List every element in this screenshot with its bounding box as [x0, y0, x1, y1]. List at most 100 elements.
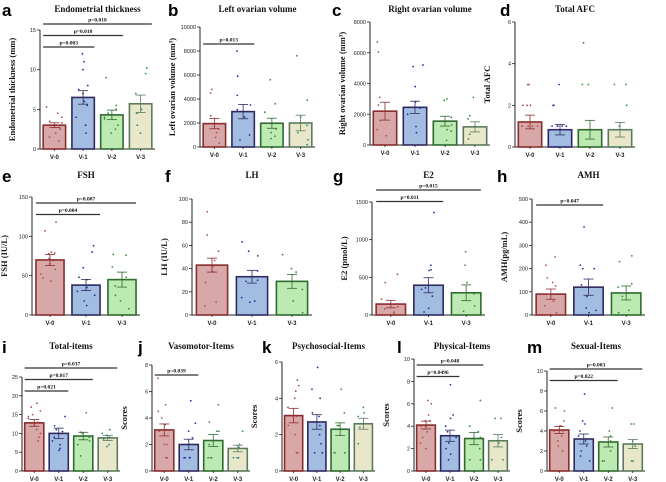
data-point — [301, 311, 304, 314]
data-point — [422, 64, 424, 66]
data-point — [60, 121, 63, 124]
data-point — [318, 433, 321, 436]
data-point — [490, 458, 493, 461]
y-axis-label: E2 (pmol/L) — [339, 236, 349, 280]
data-point — [103, 116, 106, 119]
data-point — [321, 451, 324, 454]
data-point — [85, 304, 88, 307]
data-point — [245, 280, 247, 283]
y-tick-label: 10 — [30, 68, 36, 74]
y-tick-label: 4 — [275, 396, 278, 402]
data-point — [83, 299, 86, 302]
data-point — [340, 388, 343, 391]
y-tick-label: 4 — [407, 424, 410, 430]
data-point — [455, 436, 458, 439]
data-point — [83, 60, 85, 63]
data-point — [558, 83, 561, 86]
y-tick-label: 500 — [359, 275, 368, 281]
data-point — [256, 254, 259, 257]
data-point — [236, 108, 239, 111]
data-point — [464, 264, 466, 267]
data-point — [106, 445, 108, 448]
panel-letter: k — [262, 338, 272, 357]
data-point — [618, 260, 621, 263]
data-point — [212, 265, 215, 268]
data-point — [297, 384, 300, 387]
x-tick-label: V-1 — [555, 153, 565, 159]
data-point — [445, 447, 447, 450]
y-axis-label: Scores — [381, 403, 391, 427]
data-point — [473, 293, 476, 295]
data-point — [320, 442, 322, 445]
data-point — [532, 146, 535, 148]
data-point — [593, 267, 596, 270]
data-point — [76, 443, 79, 446]
y-tick-label: 4 — [508, 62, 511, 68]
data-point — [419, 442, 422, 444]
data-point — [414, 85, 417, 88]
data-point — [219, 123, 222, 126]
data-point — [274, 102, 277, 105]
data-point — [307, 138, 309, 141]
data-point — [59, 128, 62, 131]
data-point — [357, 415, 360, 418]
data-point — [562, 420, 565, 422]
data-point — [55, 221, 57, 224]
x-tick-label: V-3 — [470, 151, 480, 157]
data-point — [215, 301, 217, 304]
data-point — [444, 425, 447, 428]
data-point — [114, 294, 117, 297]
y-tick-label: 2 — [145, 443, 148, 449]
data-point — [601, 460, 604, 462]
y-tick-label: 6 — [275, 360, 278, 366]
data-point — [157, 410, 160, 413]
data-point — [157, 377, 159, 380]
x-tick-label: V-3 — [296, 153, 306, 159]
x-tick-label: V-3 — [462, 321, 472, 327]
data-point — [420, 288, 423, 291]
data-point — [430, 268, 432, 271]
panel-a: a Endometrial thickness Endometrial thickn… — [2, 1, 155, 161]
data-point — [44, 229, 46, 232]
data-point — [344, 451, 346, 454]
data-point — [564, 146, 567, 148]
data-point — [93, 284, 95, 287]
data-point — [211, 88, 213, 91]
y-tick-label: 2 — [407, 447, 410, 453]
panel-title: Total AFC — [555, 4, 595, 14]
data-point — [415, 125, 417, 128]
data-point — [380, 298, 383, 301]
data-point — [58, 140, 60, 142]
significance-label: p=0.007 — [77, 197, 96, 203]
data-point — [551, 281, 554, 284]
data-point — [194, 422, 197, 425]
bar-V-0 — [283, 414, 304, 472]
data-point — [158, 430, 161, 433]
data-point — [587, 83, 590, 86]
data-point — [581, 83, 584, 86]
data-point — [560, 435, 563, 437]
data-point — [110, 132, 113, 135]
bar-V-3 — [97, 437, 119, 472]
y-axis-label: Scores — [514, 409, 524, 433]
data-point — [48, 120, 51, 123]
data-point — [184, 456, 186, 459]
y-tick-label: 6000 — [184, 73, 196, 79]
data-point — [316, 366, 319, 369]
data-point — [543, 304, 546, 307]
data-point — [421, 436, 424, 439]
data-point — [467, 117, 470, 120]
data-point — [292, 300, 295, 302]
significance-label: p=0.011 — [401, 195, 420, 201]
y-tick-label: 0 — [145, 469, 148, 475]
data-point — [263, 111, 266, 114]
data-point — [53, 432, 56, 435]
x-tick-label: V-2 — [469, 477, 479, 482]
data-point — [579, 264, 582, 267]
data-point — [293, 397, 296, 400]
data-point — [428, 269, 430, 272]
data-point — [581, 146, 584, 148]
y-tick-label: 5 — [15, 450, 18, 456]
panel-h: h AMH AMH(pg/mL) 0 100 200 300 400 500 V-0 V-1 V-3 p… — [497, 167, 645, 327]
data-point — [281, 253, 284, 256]
